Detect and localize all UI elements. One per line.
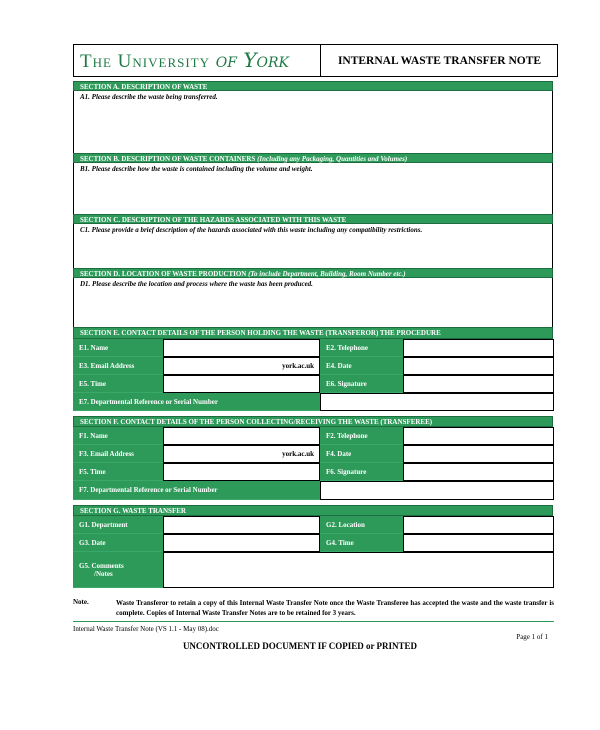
f-signature-input[interactable] [403, 463, 554, 481]
f-email-input[interactable]: york.ac.uk [163, 445, 320, 463]
section-c-field[interactable]: C1. Please provide a brief description o… [73, 224, 553, 269]
f-email-label: F3. Email Address [73, 445, 163, 463]
section-d-field[interactable]: D1. Please describe the location and pro… [73, 278, 553, 328]
e-name-label: E1. Name [73, 339, 163, 357]
note-text: Waste Transferor to retain a copy of thi… [116, 599, 554, 617]
f-signature-label: F6. Signature [320, 463, 403, 481]
g-time-input[interactable] [403, 534, 554, 552]
section-b-field[interactable]: B1. Please describe how the waste is con… [73, 163, 553, 215]
f-reference-label: F7. Departmental Reference or Serial Num… [73, 481, 320, 500]
e-reference-label: E7. Departmental Reference or Serial Num… [73, 393, 320, 411]
e-telephone-label: E2. Telephone [320, 339, 403, 357]
section-a-header: SECTION A. DESCRIPTION OF WASTE [73, 81, 553, 91]
e-reference-input[interactable] [320, 393, 554, 411]
note-label: Note. [73, 598, 89, 606]
f-telephone-input[interactable] [403, 427, 554, 445]
f-time-input[interactable] [163, 463, 320, 481]
g-comments-input[interactable] [163, 552, 554, 588]
university-logo: The University of York [80, 48, 289, 72]
e-date-label: E4. Date [320, 357, 403, 375]
g-comments-label: G5. Comments/Notes [73, 552, 163, 588]
f-name-label: F1. Name [73, 427, 163, 445]
g-department-label: G1. Department [73, 516, 163, 534]
e-signature-label: E6. Signature [320, 375, 403, 393]
section-e-header: SECTION E. CONTACT DETAILS OF THE PERSON… [73, 327, 553, 339]
f-date-label: F4. Date [320, 445, 403, 463]
g-department-input[interactable] [163, 516, 320, 534]
f-reference-input[interactable] [320, 481, 554, 500]
e-telephone-input[interactable] [403, 339, 554, 357]
e-name-input[interactable] [163, 339, 320, 357]
g-location-input[interactable] [403, 516, 554, 534]
section-d-header: SECTION D. LOCATION OF WASTE PRODUCTION … [73, 268, 553, 278]
f-time-label: F5. Time [73, 463, 163, 481]
e-signature-input[interactable] [403, 375, 554, 393]
section-c-header: SECTION C. DESCRIPTION OF THE HAZARDS AS… [73, 214, 553, 224]
footer-filename: Internal Waste Transfer Note (VS 1.1 - M… [73, 625, 219, 633]
footer-divider [73, 621, 554, 622]
section-a-field[interactable]: A1. Please describe the waste being tran… [73, 91, 553, 154]
section-b-header: SECTION B. DESCRIPTION OF WASTE CONTAINE… [73, 153, 553, 163]
e-time-input[interactable] [163, 375, 320, 393]
section-f-header: SECTION F. CONTACT DETAILS OF THE PERSON… [73, 416, 553, 427]
form-title: INTERNAL WASTE TRANSFER NOTE [320, 44, 558, 77]
g-date-input[interactable] [163, 534, 320, 552]
header-box [73, 44, 558, 77]
f-date-input[interactable] [403, 445, 554, 463]
f-telephone-label: F2. Telephone [320, 427, 403, 445]
g-time-label: G4. Time [320, 534, 403, 552]
e-email-input[interactable]: york.ac.uk [163, 357, 320, 375]
page-number: Page 1 of 1 [516, 633, 548, 641]
f-name-input[interactable] [163, 427, 320, 445]
uncontrolled-notice: UNCONTROLLED DOCUMENT IF COPIED or PRINT… [182, 641, 418, 651]
e-date-input[interactable] [403, 357, 554, 375]
e-email-label: E3. Email Address [73, 357, 163, 375]
g-date-label: G3. Date [73, 534, 163, 552]
e-time-label: E5. Time [73, 375, 163, 393]
section-g-header: SECTION G. WASTE TRANSFER [73, 505, 553, 516]
g-location-label: G2. Location [320, 516, 403, 534]
